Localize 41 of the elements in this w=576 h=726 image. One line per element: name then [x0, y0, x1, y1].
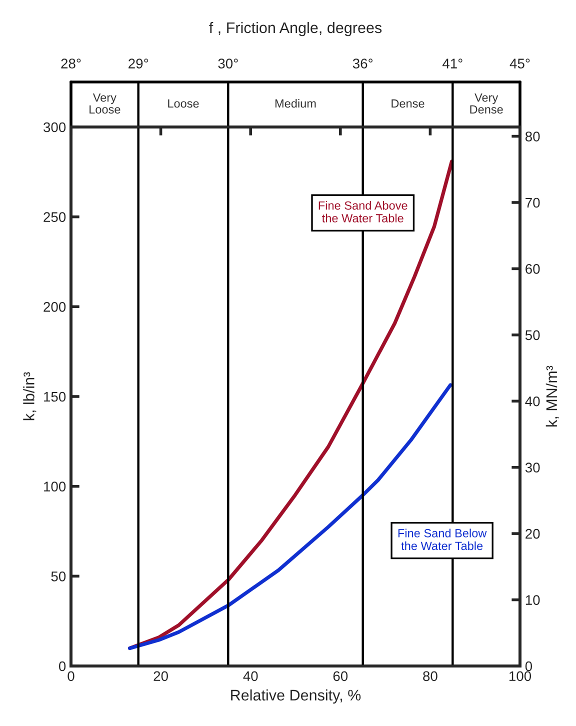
y-tick-label: 200 — [44, 302, 66, 312]
y-axis-title: k, lb/in³ — [23, 372, 36, 420]
y-tick-label: 50 — [51, 572, 66, 582]
text: Loose — [168, 99, 199, 108]
y2-tick-label: 10 — [526, 595, 540, 605]
text: 45° — [510, 58, 530, 68]
text: 36° — [352, 58, 373, 68]
text: Fine Sand Above the Water Table — [318, 201, 408, 222]
y2-axis-title: k, MN/m³ — [546, 366, 559, 426]
x-tick-label: 40 — [243, 671, 258, 682]
y2-tick-label: 0 — [525, 661, 532, 672]
line-series — [128, 160, 454, 650]
text: Fine Sand Below the Water Table — [398, 528, 487, 550]
text: f , Friction Angle, degrees — [209, 22, 382, 36]
text: 29° — [128, 58, 148, 68]
line-series — [128, 383, 452, 650]
y2-tick-label: 80 — [525, 132, 540, 142]
y2-tick-label: 60 — [526, 264, 540, 274]
y-tick-label: 300 — [44, 122, 66, 132]
x-tick-label: 0 — [68, 671, 74, 682]
text: Medium — [275, 99, 316, 108]
text: Very Loose — [90, 94, 120, 114]
y2-tick-label: 50 — [525, 330, 540, 340]
text: 41° — [442, 58, 462, 68]
text: 28° — [61, 58, 81, 68]
x-axis-title: Relative Density, % — [231, 689, 361, 704]
y2-tick-label: 40 — [525, 396, 540, 406]
x-tick-label: 60 — [333, 671, 348, 682]
y-tick-label: 150 — [44, 392, 66, 402]
x-tick-label: 100 — [509, 671, 532, 682]
y2-tick-label: 20 — [526, 528, 540, 539]
x-tick-label: 80 — [423, 671, 438, 682]
y-tick-label: 100 — [44, 482, 66, 492]
x-tick-label: 20 — [154, 671, 168, 682]
y-tick-label: 250 — [44, 212, 66, 222]
y-tick-label: 0 — [58, 661, 66, 672]
text: 30° — [218, 58, 238, 68]
text: Very Dense — [470, 94, 503, 114]
y2-tick-label: 30 — [525, 462, 540, 473]
y2-tick-label: 70 — [526, 198, 540, 208]
text: Dense — [392, 99, 424, 108]
